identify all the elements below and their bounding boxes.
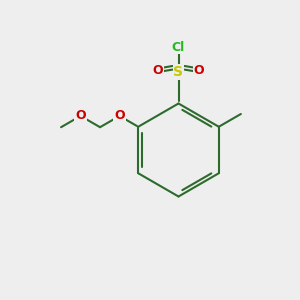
Text: S: S: [173, 65, 184, 79]
Text: O: O: [194, 64, 204, 77]
Text: O: O: [153, 64, 164, 77]
Text: Cl: Cl: [172, 40, 185, 54]
Text: O: O: [114, 110, 125, 122]
Text: O: O: [75, 110, 86, 122]
